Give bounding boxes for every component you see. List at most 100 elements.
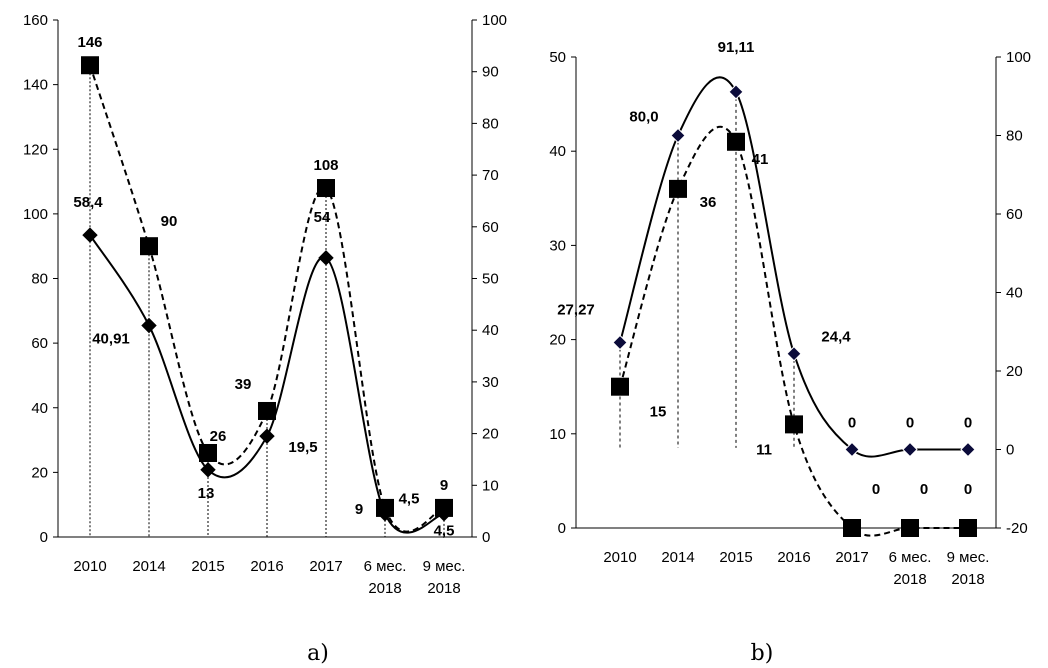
left-tick-label: 0: [558, 520, 566, 537]
square-marker: [843, 519, 861, 537]
x-tick-label: 2017: [309, 558, 342, 575]
x-tick-label-line-1: 9 мес.: [947, 549, 990, 566]
x-tick-label: 2014: [661, 549, 694, 566]
right-tick-label: 40: [1006, 285, 1023, 302]
square-marker: [901, 519, 919, 537]
data-label-square-series: 36: [700, 194, 717, 211]
square-marker: [317, 179, 335, 198]
diamond-marker: [902, 441, 918, 458]
left-tick-label: 10: [549, 426, 566, 443]
x-tick-label: 2014: [132, 558, 165, 575]
data-label-diamond-series: 27,27: [557, 301, 595, 318]
data-label-square-series: 11: [756, 441, 772, 458]
left-tick-label: 0: [40, 529, 48, 546]
x-tick-label-line-2: 2018: [893, 571, 926, 588]
x-tick-label: 2015: [719, 549, 752, 566]
data-label-square-series: 0: [964, 481, 972, 498]
data-label-square-series: 39: [235, 376, 252, 393]
diamond-marker: [960, 441, 976, 458]
right-tick-label: 0: [482, 529, 490, 546]
x-tick-label-line-2: 2018: [368, 580, 401, 597]
series-line-dashed: [619, 125, 968, 537]
diamond-marker: [141, 317, 157, 334]
left-tick-label: 20: [31, 464, 48, 481]
right-tick-label: 60: [482, 219, 499, 236]
data-label-diamond-series: 54: [314, 209, 331, 226]
data-label-diamond-series: 40,91: [92, 330, 130, 347]
x-tick-label-line-1: 9 мес.: [423, 558, 466, 575]
right-tick-label: 100: [1006, 49, 1031, 66]
square-marker: [669, 179, 687, 198]
square-marker: [785, 415, 803, 434]
diamond-marker: [786, 346, 802, 362]
x-tick-label: 9 мес. 2018: [423, 558, 466, 597]
data-label-diamond-series: 0: [964, 415, 972, 432]
diamond-marker: [844, 441, 860, 458]
data-label-diamond-series: 24,4: [821, 329, 851, 346]
data-label-diamond-series: 0: [848, 415, 856, 432]
diamond-marker: [318, 250, 334, 266]
diamond-marker: [200, 462, 216, 478]
x-tick-label-line-2: 2018: [427, 580, 460, 597]
data-label-diamond-series: 0: [906, 415, 914, 432]
right-tick-label: 50: [482, 271, 499, 288]
x-tick-label: 2017: [835, 549, 868, 566]
square-marker: [611, 377, 629, 396]
x-tick-label-line-1: 6 мес.: [889, 549, 932, 566]
x-tick-label: 2015: [191, 558, 224, 575]
right-tick-label: 20: [1006, 363, 1023, 380]
diamond-marker: [612, 334, 628, 351]
x-tick-label: 2010: [603, 549, 636, 566]
data-label-diamond-series: 58,4: [73, 194, 103, 211]
square-marker: [959, 519, 977, 537]
right-tick-label: 30: [482, 374, 499, 391]
x-tick-label: 9 мес. 2018: [947, 549, 990, 588]
right-tick-label: -20: [1006, 520, 1028, 537]
data-label-square-series: 0: [920, 481, 928, 498]
data-label-square-series: 90: [161, 213, 178, 230]
square-marker: [258, 401, 276, 420]
data-label-diamond-series: 13: [198, 485, 215, 502]
square-marker: [81, 56, 99, 75]
right-tick-label: 60: [1006, 206, 1023, 223]
diamond-marker: [82, 227, 98, 243]
left-tick-label: 40: [549, 143, 566, 160]
right-tick-label: 90: [482, 64, 499, 81]
right-tick-label: 100: [482, 12, 507, 29]
right-tick-label: 0: [1006, 442, 1014, 459]
data-label-diamond-series: 91,11: [718, 39, 755, 56]
data-label-square-series: 146: [77, 34, 102, 51]
chart-panel-b: 0 10 20 30 40 50 -20 0 20 40 60 80 100 2010 2014 2015 20…: [549, 39, 1031, 666]
panel-caption: b): [751, 641, 774, 666]
square-marker: [435, 498, 453, 517]
data-label-diamond-series: 80,0: [629, 109, 658, 126]
x-tick-label: 2016: [777, 549, 810, 566]
data-label-diamond-series: 4,5: [434, 523, 455, 540]
chart-panel-a: 0 20 40 60 80 100 120 140 160 0 10 20 30 40 50 60 70 80 90…: [23, 12, 507, 666]
x-tick-label: 2016: [250, 558, 283, 575]
series-line-solid: [619, 76, 968, 458]
square-marker: [376, 498, 394, 517]
diamond-marker: [259, 428, 275, 444]
right-tick-label: 80: [482, 115, 499, 132]
data-label-square-series: 9: [355, 501, 363, 518]
data-label-square-series: 0: [872, 481, 880, 498]
x-tick-label-line-1: 6 мес.: [364, 558, 407, 575]
left-tick-label: 50: [549, 49, 566, 66]
panel-caption: a): [307, 641, 329, 666]
left-tick-label: 80: [31, 271, 48, 288]
data-label-square-series: 108: [313, 157, 338, 174]
square-marker: [727, 132, 745, 151]
left-tick-label: 30: [549, 237, 566, 254]
data-label-square-series: 15: [650, 404, 667, 421]
data-label-square-series: 9: [440, 477, 448, 494]
left-tick-label: 140: [23, 77, 48, 94]
series-line-dashed: [89, 64, 445, 533]
left-tick-label: 20: [549, 332, 566, 349]
data-label-square-series: 26: [210, 428, 227, 445]
left-tick-label: 60: [31, 335, 48, 352]
left-tick-label: 160: [23, 12, 48, 29]
diamond-marker: [670, 127, 686, 144]
left-tick-label: 40: [31, 400, 48, 417]
